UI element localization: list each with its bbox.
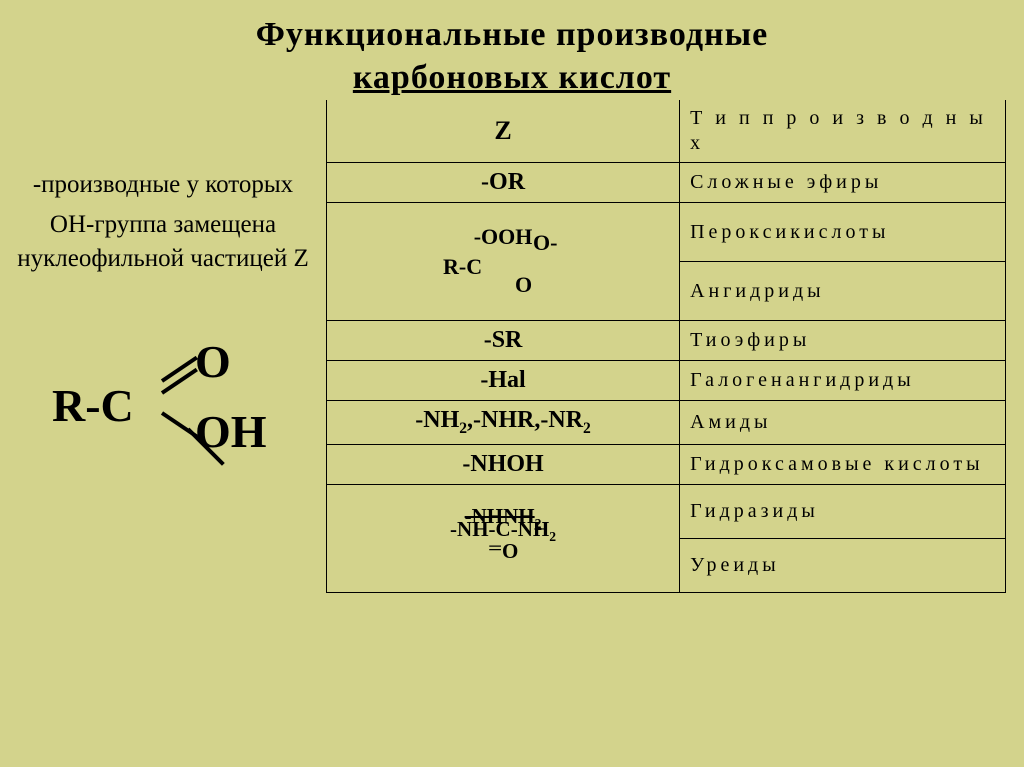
definition-2: ОН-группа замещена нуклеофильной частице…	[10, 208, 316, 276]
cell-z: -OR	[327, 163, 680, 203]
table-row: -OR Сложные эфиры	[327, 163, 1006, 203]
table-header-row: Z Т и п п р о и з в о д н ы х	[327, 100, 1006, 163]
cell-type: Сложные эфиры	[680, 163, 1006, 203]
cell-type: Пероксикислоты	[680, 203, 1006, 262]
formula-o: O	[195, 331, 231, 393]
cell-z: -NHNH2 -NH-C-NH2 =O	[327, 484, 680, 592]
left-column: -производные у которых ОН-группа замещен…	[0, 100, 326, 461]
cell-type: Амиды	[680, 401, 1006, 445]
z-struck: -NHNH2	[337, 504, 669, 532]
title-line2: карбоновых кислот	[0, 57, 1024, 100]
page-title: Функциональные производные карбоновых ки…	[0, 0, 1024, 99]
formula-rc: R-C	[52, 375, 134, 437]
table-row: -NHNH2 -NH-C-NH2 =O Гидразиды	[327, 484, 1006, 538]
title-line1: Функциональные производные	[0, 14, 1024, 57]
cell-z: -OOH R-C O- O	[327, 203, 680, 321]
inner-formula: R-C O- O	[443, 236, 563, 296]
cell-z: -NHOH	[327, 444, 680, 484]
cell-type: Гидроксамовые кислоты	[680, 444, 1006, 484]
cell-type: Гидразиды	[680, 484, 1006, 538]
table-row: -Hal Галогенангидриды	[327, 361, 1006, 401]
cell-type: Ангидриды	[680, 262, 1006, 321]
cell-type: Галогенангидриды	[680, 361, 1006, 401]
main-formula: R-C O OH	[10, 321, 316, 461]
table-row: -NHOH Гидроксамовые кислоты	[327, 444, 1006, 484]
cell-type: Уреиды	[680, 538, 1006, 592]
table-row: -SR Тиоэфиры	[327, 321, 1006, 361]
formula-oh: OH	[195, 401, 267, 463]
header-type: Т и п п р о и з в о д н ы х	[680, 100, 1006, 163]
cell-z: -SR	[327, 321, 680, 361]
table-row: -OOH R-C O- O Пероксикислоты	[327, 203, 1006, 262]
cell-z: -NH2,-NHR,-NR2	[327, 401, 680, 445]
z-bot: =O	[337, 539, 669, 564]
definition-1: -производные у которых	[10, 168, 316, 202]
derivatives-table: Z Т и п п р о и з в о д н ы х -OR Сложны…	[326, 100, 1006, 593]
cell-type: Тиоэфиры	[680, 321, 1006, 361]
double-bond-2	[161, 368, 198, 395]
content: -производные у которых ОН-группа замещен…	[0, 100, 1024, 767]
cell-z: -Hal	[327, 361, 680, 401]
header-z: Z	[327, 100, 680, 163]
table-row: -NH2,-NHR,-NR2 Амиды	[327, 401, 1006, 445]
